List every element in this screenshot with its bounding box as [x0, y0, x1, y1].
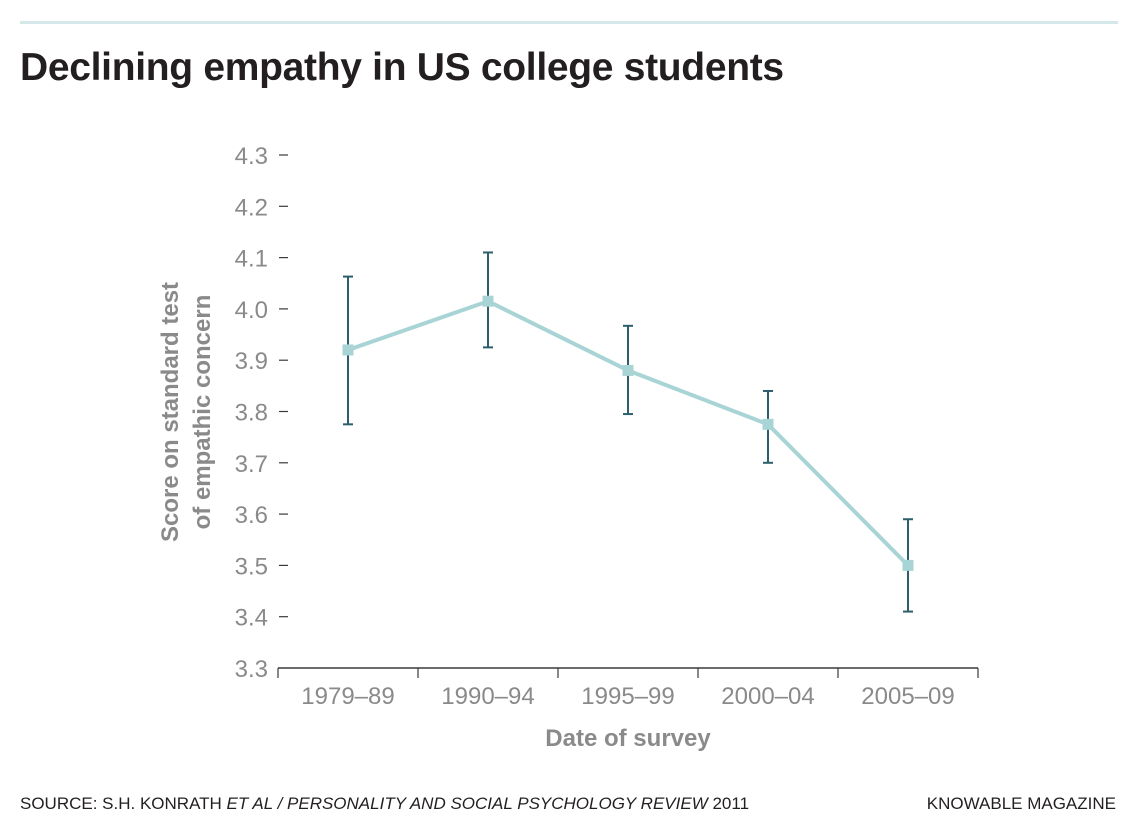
source-authors: ET AL / PERSONALITY AND SOCIAL PSYCHOLOG… [226, 794, 708, 813]
x-tick-label: 1995–99 [581, 683, 674, 710]
y-axis: 3.3 3.4 3.5 3.6 3.7 3.8 3.9 4.0 4.1 4.2 4.3 [235, 143, 288, 683]
x-axis: 1979–89 1990–94 1995–99 2000–04 2005–09 [277, 667, 979, 710]
y-tick-label: 3.4 [235, 605, 268, 632]
y-axis-label-line-1: Score on standard test [157, 282, 184, 542]
y-tick-label: 3.5 [235, 553, 268, 580]
data-point [902, 559, 914, 571]
y-axis-label: Score on standard test of empathic conce… [157, 282, 216, 542]
y-axis-label-line-2: of empathic concern [189, 295, 216, 530]
y-tick-label: 3.6 [235, 502, 268, 529]
x-tick-label: 2005–09 [861, 683, 954, 710]
publisher-credit: KNOWABLE MAGAZINE [926, 794, 1116, 813]
data-point [762, 418, 774, 430]
x-tick-label: 2000–04 [721, 683, 814, 710]
y-tick-label: 4.0 [235, 297, 268, 324]
y-tick-label: 4.3 [235, 143, 268, 170]
y-tick-label: 3.3 [235, 656, 268, 683]
x-tick-label: 1979–89 [301, 683, 394, 710]
source-note: SOURCE: S.H. KONRATH ET AL / PERSONALITY… [20, 794, 749, 814]
data-point [482, 295, 494, 307]
x-tick-label: 1990–94 [441, 683, 534, 710]
y-tick-label: 3.8 [235, 400, 268, 427]
data-point [622, 364, 634, 376]
y-tick-label: 4.1 [235, 246, 268, 273]
source-prefix: SOURCE: S.H. KONRATH [20, 794, 227, 813]
top-rule [20, 21, 1118, 24]
error-bars [343, 251, 913, 613]
x-axis-label: Date of survey [545, 725, 711, 752]
y-tick-label: 4.2 [235, 194, 268, 221]
series [342, 295, 914, 571]
y-tick-label: 3.9 [235, 348, 268, 375]
chart-title: Declining empathy in US college students [20, 46, 784, 89]
y-tick-label: 3.7 [235, 451, 268, 478]
data-point [342, 344, 354, 356]
source-year: 2011 [707, 794, 750, 813]
